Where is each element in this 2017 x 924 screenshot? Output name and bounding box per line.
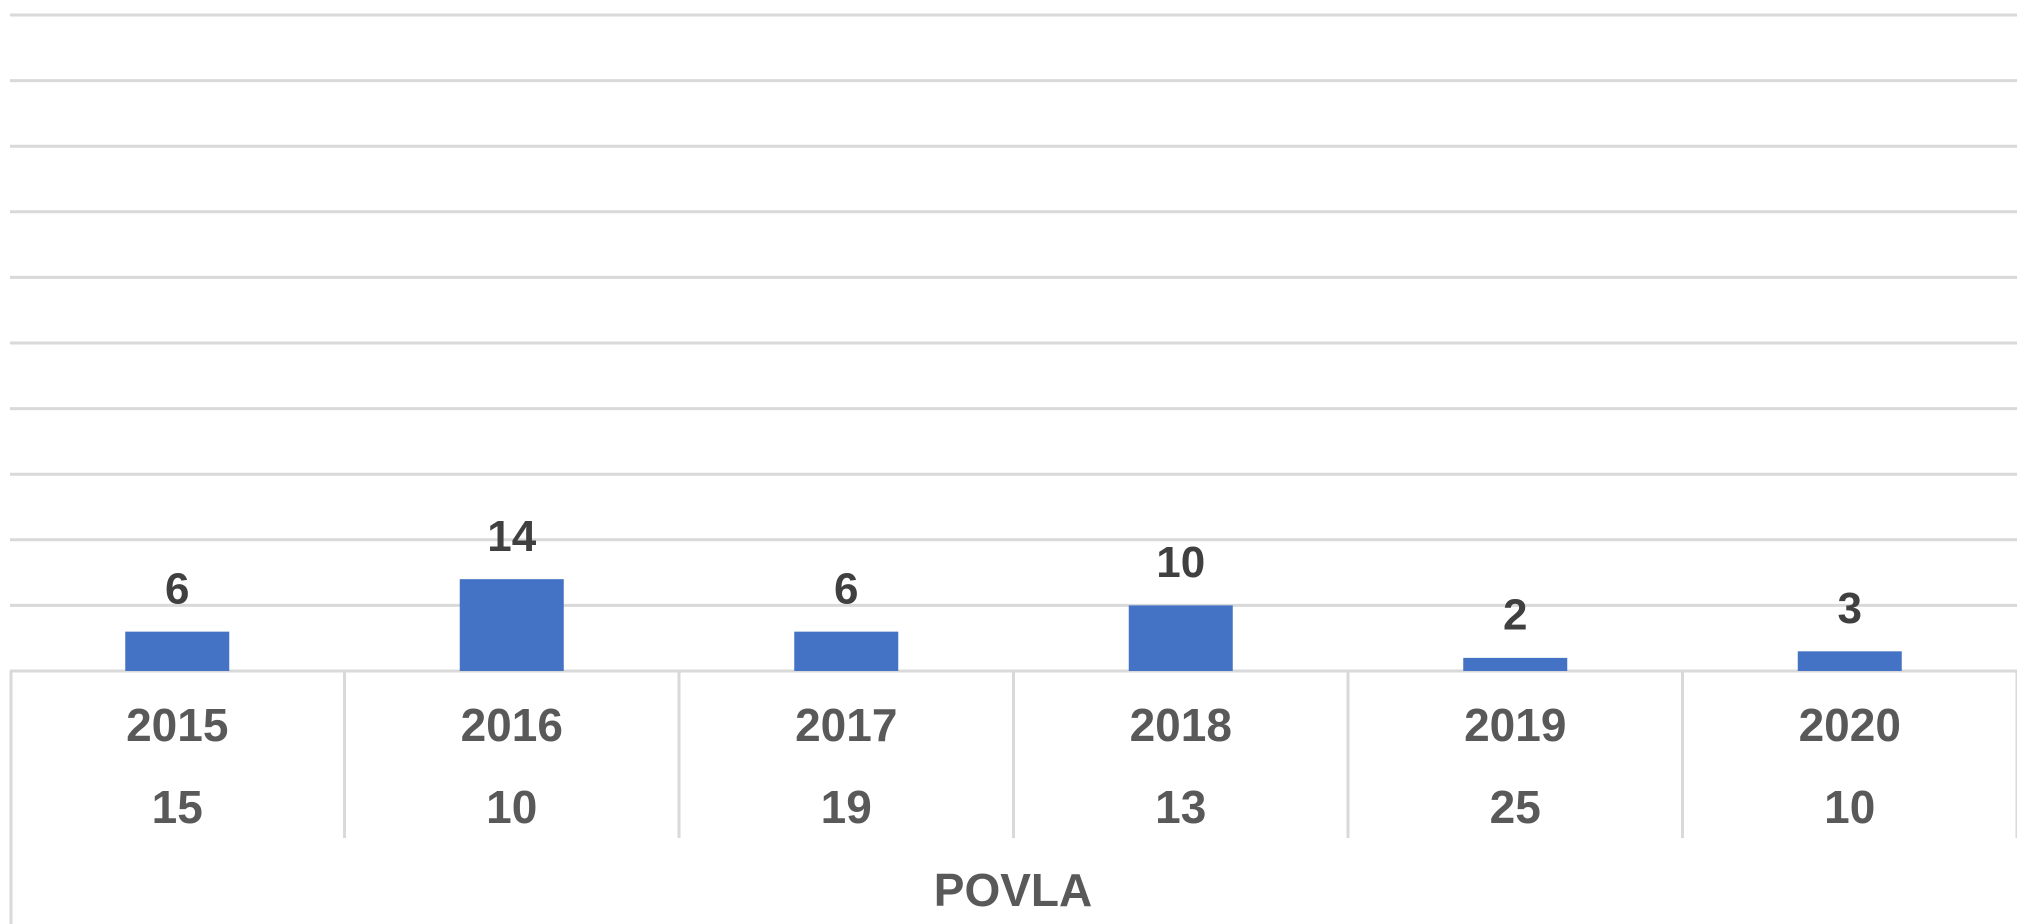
x-tick-label: 2015: [126, 699, 228, 751]
bar: [1463, 657, 1568, 671]
data-label: 2: [1503, 591, 1527, 640]
data-label: 10: [1156, 538, 1205, 587]
bar: [459, 579, 564, 671]
x-sublabel: 25: [1490, 781, 1541, 833]
x-sublabel: 10: [486, 781, 537, 833]
data-label: 6: [834, 564, 858, 613]
x-tick-label: 2016: [461, 699, 563, 751]
x-tick-label: 2017: [795, 699, 897, 751]
x-sublabel: 10: [1824, 781, 1875, 833]
data-label: 6: [165, 564, 189, 613]
bar: [1128, 605, 1233, 671]
data-label: 14: [487, 512, 536, 561]
bar: [1797, 651, 1902, 671]
x-sublabel: 19: [821, 781, 872, 833]
x-tick-label: 2020: [1799, 699, 1901, 751]
data-label: 3: [1838, 584, 1862, 633]
x-tick-label: 2019: [1464, 699, 1566, 751]
x-tick-label: 2018: [1130, 699, 1232, 751]
x-sublabel: 13: [1155, 781, 1206, 833]
bar: [794, 631, 899, 671]
category-group-label: POVLA: [934, 864, 1092, 916]
x-sublabel: 15: [152, 781, 203, 833]
bar: [125, 631, 230, 671]
